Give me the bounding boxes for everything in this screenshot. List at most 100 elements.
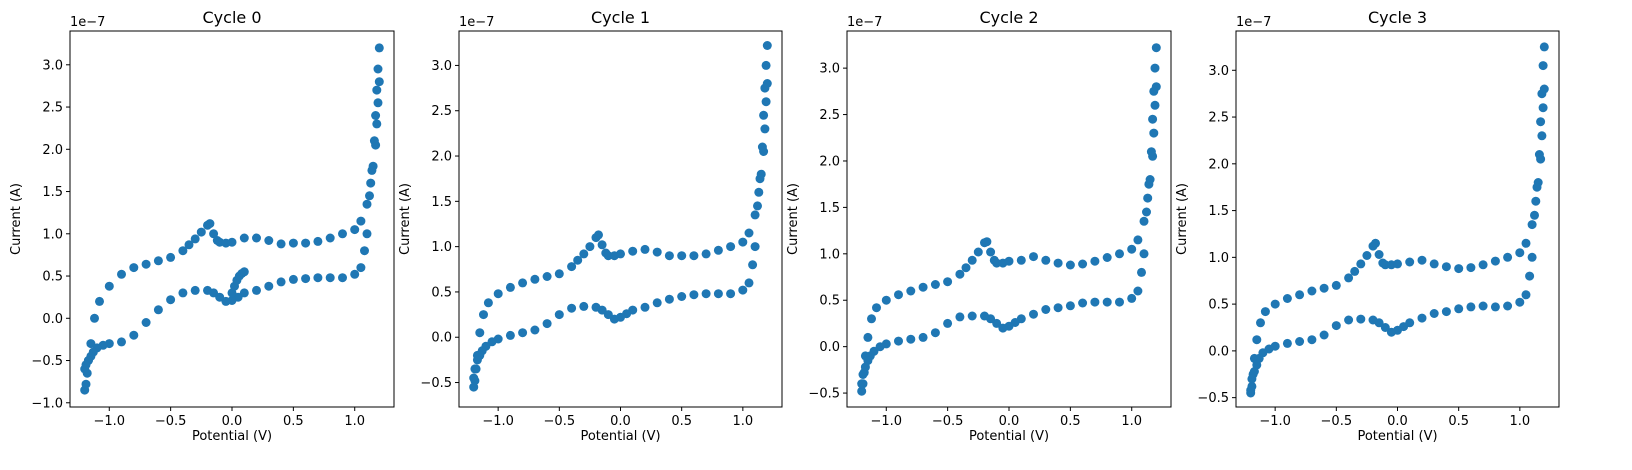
x-tick-label: −1.0 — [482, 414, 514, 429]
data-point — [967, 255, 977, 265]
data-point — [760, 124, 770, 134]
data-point — [664, 251, 674, 261]
data-point — [301, 238, 311, 248]
data-point — [867, 314, 876, 324]
data-point — [472, 355, 482, 365]
y-tick-label: 0.5 — [819, 294, 840, 309]
x-tick-label: −1.0 — [870, 414, 902, 429]
data-point — [1525, 271, 1535, 281]
data-point — [1393, 259, 1402, 269]
chart-panel-2: −1.0 −0.5 0.0 0.5 1.0 −0.5 0.0 0.5 1.0 1.5 2.0 2.5 3… — [786, 8, 1172, 444]
y-tick-label: 2.0 — [819, 154, 840, 169]
x-tick-label: 0.5 — [1060, 414, 1081, 429]
data-point — [982, 237, 992, 247]
data-point — [209, 229, 219, 239]
data-point — [1331, 280, 1341, 290]
y-tick-label: 0.0 — [1208, 344, 1229, 359]
chart-title: Cycle 1 — [591, 8, 650, 27]
y-axis-label: Current (A) — [1175, 183, 1190, 255]
data-point — [1139, 216, 1149, 226]
data-point — [117, 337, 126, 347]
data-point — [1454, 264, 1464, 274]
data-point — [1386, 327, 1396, 337]
data-point — [713, 245, 723, 255]
data-point — [579, 301, 589, 311]
data-point — [153, 305, 163, 315]
data-point — [373, 64, 383, 74]
chart-panel-0: −1.0 −0.5 0.0 0.5 1.0 −1.0 −0.5 0.0 0.5 1.0 1.5 2.0… — [9, 8, 395, 444]
x-axis-label: Potential (V) — [192, 429, 272, 444]
data-point — [754, 187, 764, 197]
data-point — [1362, 251, 1372, 260]
data-point — [1053, 258, 1063, 268]
data-point — [1102, 297, 1112, 307]
data-point — [1041, 305, 1051, 314]
data-point — [505, 330, 515, 340]
data-point — [894, 290, 903, 300]
data-point — [1270, 299, 1280, 309]
data-point — [664, 294, 674, 304]
data-point — [1133, 235, 1143, 245]
data-point — [967, 311, 977, 321]
data-point — [95, 296, 104, 306]
data-point — [943, 318, 953, 328]
data-point — [518, 278, 528, 288]
data-point — [738, 237, 748, 247]
data-point — [196, 227, 206, 237]
data-point — [554, 310, 564, 320]
data-point — [567, 262, 577, 272]
data-point — [1004, 256, 1014, 266]
y-tick-label: −1.0 — [31, 396, 63, 411]
chart-title: Cycle 0 — [203, 8, 262, 27]
data-point — [1295, 290, 1305, 300]
data-point — [973, 247, 983, 257]
data-point — [986, 247, 996, 257]
y-tick-label: 2.0 — [1208, 157, 1229, 172]
data-point — [313, 273, 323, 283]
data-point — [1538, 103, 1548, 113]
x-axis-label: Potential (V) — [580, 429, 660, 444]
data-point — [955, 312, 965, 322]
x-tick-label: 0.0 — [999, 414, 1020, 429]
data-point — [1350, 266, 1360, 276]
data-point — [338, 273, 347, 283]
data-point — [1356, 314, 1366, 324]
y-offset-label: 1e−7 — [847, 15, 882, 30]
data-point — [1053, 303, 1063, 313]
data-point — [239, 267, 249, 277]
data-point — [1090, 256, 1100, 266]
data-point — [1344, 273, 1354, 283]
y-tick-label: 3.0 — [42, 58, 63, 73]
data-point — [141, 259, 151, 269]
data-point — [713, 289, 723, 299]
x-tick-label: 0.5 — [283, 414, 304, 429]
data-point — [1521, 290, 1531, 300]
data-point — [166, 252, 176, 262]
data-point — [469, 373, 479, 383]
data-point — [205, 219, 215, 229]
data-point — [906, 334, 916, 344]
x-tick-label: −1.0 — [93, 414, 125, 429]
data-point — [1527, 220, 1537, 230]
data-point — [313, 236, 323, 246]
data-point — [628, 246, 638, 256]
x-axis-label: Potential (V) — [1357, 429, 1437, 444]
y-axis-label: Current (A) — [9, 183, 24, 255]
data-point — [1115, 297, 1124, 307]
data-point — [350, 225, 360, 235]
data-point — [1490, 302, 1500, 312]
y-axis-label: Current (A) — [786, 183, 801, 255]
data-point — [1521, 238, 1531, 248]
y-tick-label: 1.0 — [431, 240, 452, 255]
data-point — [761, 97, 771, 107]
data-point — [998, 323, 1008, 333]
data-point — [761, 60, 771, 70]
data-point — [203, 285, 212, 295]
data-point — [1539, 42, 1549, 52]
data-point — [1149, 86, 1159, 96]
data-point — [373, 98, 383, 108]
y-tick-label: 2.0 — [42, 143, 63, 158]
data-point — [750, 210, 760, 220]
data-point — [90, 313, 99, 323]
data-point — [1537, 131, 1547, 141]
